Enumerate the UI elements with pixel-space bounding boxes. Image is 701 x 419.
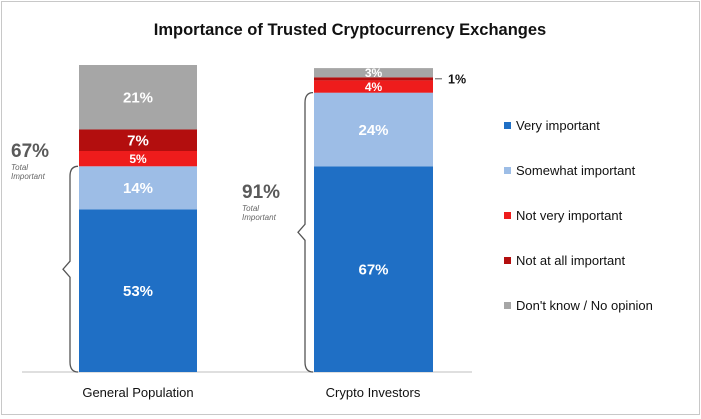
data-label: 21% [123,90,153,107]
bar-segment-1-2 [79,166,197,210]
legend-label: Not at all important [516,253,625,268]
data-label: 5% [129,152,147,166]
legend-swatch [504,257,511,264]
bar-segment-1-1 [79,209,197,372]
data-label: 7% [127,133,149,150]
bar-segment-2-2 [314,92,433,167]
data-label: 24% [358,122,388,139]
bar-segment-1-4 [79,129,197,151]
plot-area: General Population Crypto Investors 53% 14%… [11,65,472,400]
data-label: 14% [123,180,153,197]
total-bracket [297,91,314,373]
legend-swatch [504,302,511,309]
legend-label: Don't know / No opinion [516,298,653,313]
data-label: 1% [448,72,466,86]
bar-segment-2-5 [314,68,433,78]
legend-swatch [504,212,511,219]
bar-segment-2-1 [314,166,433,372]
bar-segment-1-3 [79,151,197,167]
data-label: 53% [123,283,153,300]
total-important-value: 91% [242,182,280,203]
total-bracket [62,165,79,373]
legend-label: Somewhat important [516,163,636,178]
total-important-note: Total Important [11,163,46,181]
data-label: 4% [365,80,383,94]
legend-label: Very important [516,118,600,133]
total-important-value: 67% [11,141,49,162]
category-label: General Population [82,385,193,400]
stacked-bar-chart: Importance of Trusted Cryptocurrency Exc… [11,21,653,400]
legend-label: Not very important [516,208,623,223]
chart-title: Importance of Trusted Cryptocurrency Exc… [154,21,546,39]
data-label: 67% [358,262,388,279]
legend-swatch [504,167,511,174]
category-label: Crypto Investors [326,385,421,400]
total-important-note: Total Important [242,204,277,222]
data-label: 3% [365,66,383,80]
bar-segment-1-5 [79,65,197,130]
legend-swatch [504,122,511,129]
bar-segment-2-3 [314,80,433,93]
bar-segment-2-4 [314,77,433,81]
legend: Very important Somewhat important Not very… [504,118,653,313]
